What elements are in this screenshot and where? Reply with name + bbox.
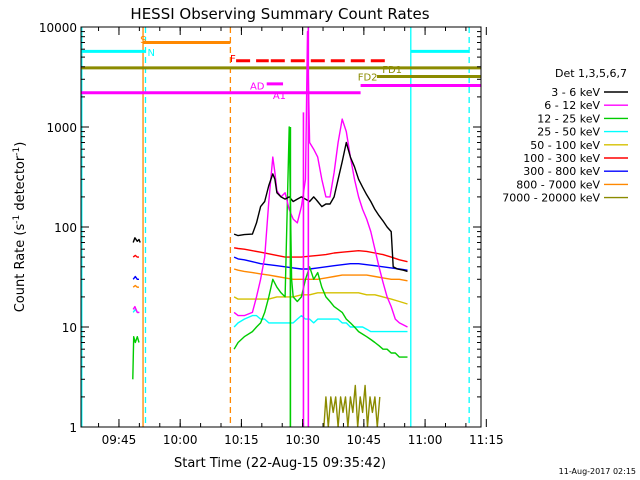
y-tick-label: 1 [69,421,77,435]
legend-label-3-6-kev: 3 - 6 keV [551,86,600,99]
legend-label-100-300-kev: 100 - 300 keV [523,152,600,165]
flag-label-s: S [140,35,146,46]
series-line-100-300-kev [233,247,408,263]
legend-label-50-100-kev: 50 - 100 keV [530,139,600,152]
series-line-12-25-kev [132,336,140,380]
series-line-25-50-kev [233,314,408,333]
legend-label-12-25-kev: 12 - 25 keV [537,112,600,125]
y-tick-label: 100 [54,221,77,235]
y-tick-label: 10 [62,321,77,335]
series-line-800-7000-kev [132,284,139,288]
legend-label-300-800-kev: 300 - 800 keV [523,165,600,178]
legend-label-800-7000-kev: 800 - 7000 keV [516,178,600,191]
legend-label-7000-20000-kev: 7000 - 20000 keV [502,192,600,205]
series-line-300-800-kev [132,275,139,280]
x-tick-label: 11:00 [408,433,443,447]
series-line-6-12-kev [233,30,408,328]
legend-label-6-12-kev: 6 - 12 keV [544,99,600,112]
flag-label-f: F [230,54,236,65]
y-axis-label: Count Rate (s-1 detector-1) [12,142,28,313]
series-line-50-100-kev [233,292,408,305]
flag-label-fd1: FD1 [382,65,402,76]
flag-label-n: N [148,48,155,59]
x-tick-label: 10:30 [285,433,320,447]
y-tick-label: 10000 [39,21,77,35]
footer-timestamp: 11-Aug-2017 02:15 [559,467,636,476]
x-tick-label: 11:15 [469,433,504,447]
series-line-100-300-kev [132,254,139,258]
x-axis-label: Start Time (22-Aug-15 09:35:42) [174,456,386,471]
x-tick-label: 09:45 [102,433,137,447]
legend-label-25-50-kev: 25 - 50 keV [537,126,600,139]
x-tick-label: 10:45 [347,433,382,447]
y-tick-label: 1000 [46,121,77,135]
series-line-6-12-kev [132,305,140,314]
series-line-3-6-kev [233,141,408,273]
flag-label-ad: AD [250,82,265,93]
series-line-800-7000-kev [233,268,408,282]
legend-title: Det 1,3,5,6,7 [555,67,627,80]
flag-label-fd2: FD2 [358,72,378,83]
series-line-300-800-kev [233,256,408,271]
series-line-3-6-kev [132,237,141,243]
series-line-7000-20000-kev [323,384,381,427]
x-tick-label: 10:00 [163,433,198,447]
series-line-12-25-kev [233,126,408,358]
flag-label-a1: A1 [273,91,286,102]
x-tick-label: 10:15 [224,433,259,447]
chart-title: HESSI Observing Summary Count Rates [130,5,429,23]
